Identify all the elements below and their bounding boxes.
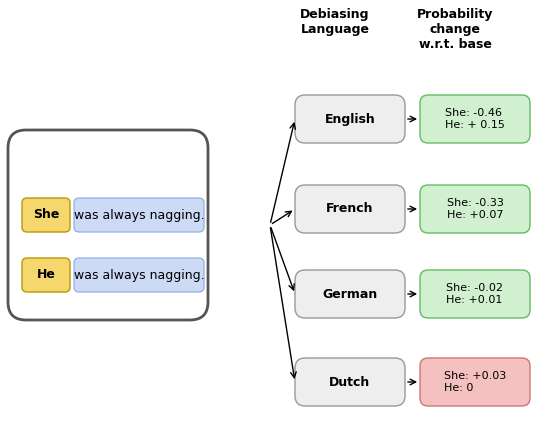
FancyBboxPatch shape xyxy=(420,95,530,143)
FancyBboxPatch shape xyxy=(420,185,530,233)
Text: She: She xyxy=(33,209,59,222)
Text: She: -0.02
He: +0.01: She: -0.02 He: +0.01 xyxy=(447,283,503,305)
FancyBboxPatch shape xyxy=(22,258,70,292)
Text: She: -0.33
He: +0.07: She: -0.33 He: +0.07 xyxy=(447,198,503,220)
Text: Dutch: Dutch xyxy=(329,375,371,388)
FancyBboxPatch shape xyxy=(295,270,405,318)
Text: was always nagging.: was always nagging. xyxy=(74,269,204,282)
Text: She: +0.03
He: 0: She: +0.03 He: 0 xyxy=(444,371,506,393)
Text: Probability
change
w.r.t. base: Probability change w.r.t. base xyxy=(417,8,493,51)
Text: French: French xyxy=(327,203,374,216)
Text: was always nagging.: was always nagging. xyxy=(74,209,204,222)
Text: He: He xyxy=(37,269,56,282)
Text: She: -0.46
He: + 0.15: She: -0.46 He: + 0.15 xyxy=(445,108,505,130)
FancyBboxPatch shape xyxy=(295,185,405,233)
FancyBboxPatch shape xyxy=(74,258,204,292)
FancyBboxPatch shape xyxy=(420,358,530,406)
FancyBboxPatch shape xyxy=(22,198,70,232)
FancyBboxPatch shape xyxy=(74,198,204,232)
FancyBboxPatch shape xyxy=(295,95,405,143)
FancyBboxPatch shape xyxy=(420,270,530,318)
FancyBboxPatch shape xyxy=(8,130,208,320)
Text: English: English xyxy=(325,112,376,126)
FancyBboxPatch shape xyxy=(295,358,405,406)
Text: Debiasing
Language: Debiasing Language xyxy=(300,8,370,36)
Text: German: German xyxy=(322,288,378,301)
